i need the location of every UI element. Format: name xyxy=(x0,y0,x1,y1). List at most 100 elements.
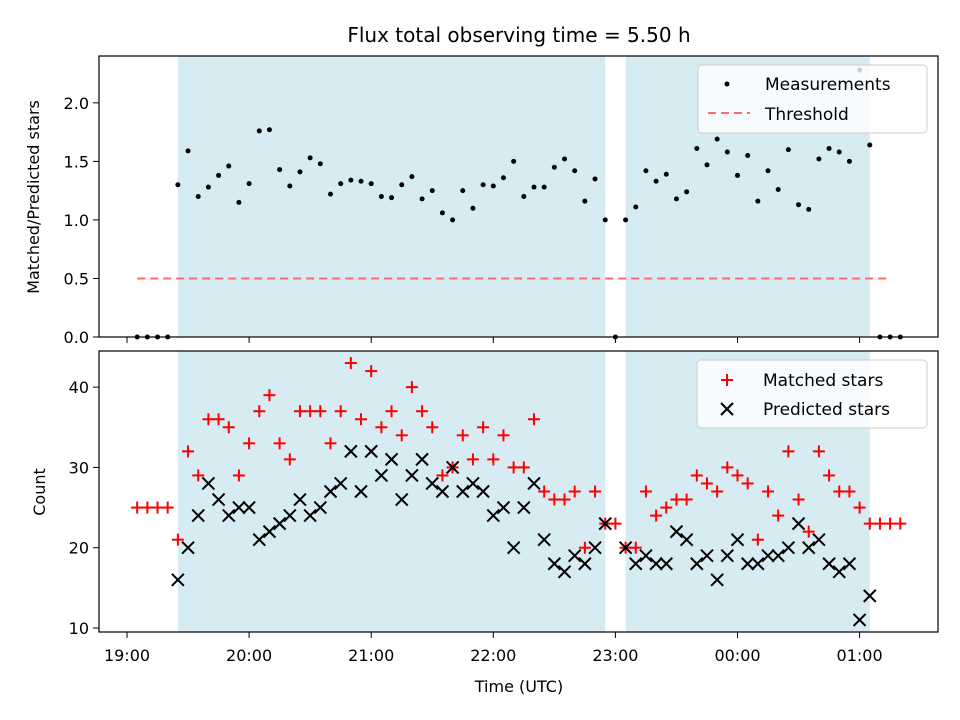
predicted-star-point xyxy=(537,532,551,547)
predicted-star-point xyxy=(852,613,867,627)
matched-star-point xyxy=(589,485,602,498)
measurement-point xyxy=(490,183,496,189)
measurement-point xyxy=(409,174,415,180)
measurement-point xyxy=(460,188,466,194)
matched-star-point xyxy=(405,381,418,394)
matched-star-point xyxy=(609,517,622,530)
measurement-point xyxy=(450,217,456,223)
x-tick-label: 19:00 xyxy=(104,646,150,665)
measurement-point xyxy=(429,188,435,194)
predicted-star-point xyxy=(303,508,317,523)
y-tick-label: 20 xyxy=(69,539,89,558)
matched-star-point xyxy=(355,413,368,426)
observing-window-bottom-0 xyxy=(177,351,606,632)
measurement-point xyxy=(643,168,649,174)
matched-star-point xyxy=(884,517,897,530)
predicted-star-point xyxy=(466,476,480,491)
matched-star-point xyxy=(863,517,876,530)
matched-star-point xyxy=(528,413,540,426)
predicted-star-point xyxy=(252,532,266,547)
measurement-point xyxy=(816,156,822,162)
measurement-point xyxy=(521,194,527,199)
predicted-star-point xyxy=(486,508,501,523)
y-tick-label: 2.0 xyxy=(64,94,89,113)
predicted-star-point xyxy=(629,557,643,571)
predicted-star-point xyxy=(751,557,765,571)
predicted-star-point xyxy=(456,484,470,499)
predicted-star-point xyxy=(791,516,806,531)
bottom-y-axis-label: Count xyxy=(30,468,49,516)
legend-measurements-label: Measurements xyxy=(765,75,891,95)
matched-star-point xyxy=(456,429,469,442)
measurement-point xyxy=(307,155,313,161)
predicted-star-point xyxy=(822,557,836,571)
measurement-point xyxy=(541,184,547,190)
predicted-star-point xyxy=(262,524,277,539)
predicted-star-point xyxy=(506,540,521,555)
predicted-star-point xyxy=(720,549,735,563)
matched-star-point xyxy=(578,541,591,554)
measurement-point xyxy=(195,194,201,199)
measurement-point xyxy=(653,178,659,184)
predicted-star-point xyxy=(323,484,338,499)
matched-star-point xyxy=(273,437,286,450)
measurement-point xyxy=(348,177,354,183)
measurement-point xyxy=(785,147,791,153)
predicted-star-point xyxy=(293,492,307,507)
measurement-point xyxy=(480,182,486,188)
matched-star-point xyxy=(853,501,866,514)
matched-star-point xyxy=(243,437,256,450)
predicted-star-point xyxy=(771,549,785,563)
matched-star-point xyxy=(538,485,551,498)
bottom-legend: Matched stars Predicted stars xyxy=(696,359,928,429)
predicted-star-point xyxy=(517,500,531,515)
matched-star-point xyxy=(812,445,825,458)
matched-star-point xyxy=(263,389,276,402)
top-y-ticks: 0.0 0.5 1.0 1.5 2.0 xyxy=(64,94,99,347)
matched-star-point xyxy=(131,501,144,514)
predicted-star-point xyxy=(171,573,185,587)
predicted-star-point xyxy=(354,484,368,499)
matched-star-point xyxy=(141,501,154,514)
predicted-star-point xyxy=(395,492,409,507)
measurement-point xyxy=(256,128,262,134)
matched-star-point xyxy=(680,493,693,506)
matched-star-point xyxy=(375,421,388,434)
matched-star-point xyxy=(802,525,815,538)
bottom-y-ticks: 10 20 30 40 xyxy=(69,378,99,638)
measurement-point xyxy=(663,171,669,177)
predicted-star-point xyxy=(364,444,378,459)
predicted-star-point xyxy=(374,468,389,483)
chart-title: Flux total observing time = 5.50 h xyxy=(347,23,690,47)
measurement-point xyxy=(175,182,181,188)
matched-star-point xyxy=(711,485,724,498)
matched-star-point xyxy=(894,517,907,530)
predicted-star-point xyxy=(496,500,511,515)
matched-star-point xyxy=(721,461,734,474)
x-axis-label: Time (UTC) xyxy=(474,677,563,696)
predicted-star-point xyxy=(405,468,419,483)
bottom-x-ticks: 19:00 20:00 21:00 22:00 23:00 00:00 01:00 xyxy=(104,632,883,665)
measurement-point xyxy=(317,161,323,167)
measurement-point xyxy=(185,148,191,154)
matched-star-point xyxy=(843,485,856,498)
predicted-star-point xyxy=(344,444,358,459)
predicted-star-point xyxy=(333,476,348,491)
matched-star-point xyxy=(497,429,510,442)
x-tick-label: 20:00 xyxy=(226,646,272,665)
matched-star-point xyxy=(253,405,266,418)
measurement-point xyxy=(775,186,781,192)
measurement-point xyxy=(389,195,395,201)
matched-star-point xyxy=(700,477,713,490)
y-tick-label: 0.5 xyxy=(64,269,89,288)
predicted-star-point xyxy=(415,452,429,467)
measurement-point xyxy=(796,202,802,208)
predicted-star-point xyxy=(598,516,612,531)
x-tick-label: 23:00 xyxy=(592,646,638,665)
measurement-point xyxy=(399,182,405,188)
ratio-panel: Flux total observing time = 5.50 h 0.00.… xyxy=(24,23,939,347)
predicted-star-point xyxy=(649,557,663,571)
predicted-star-point xyxy=(669,524,684,539)
measurement-point xyxy=(745,153,751,159)
